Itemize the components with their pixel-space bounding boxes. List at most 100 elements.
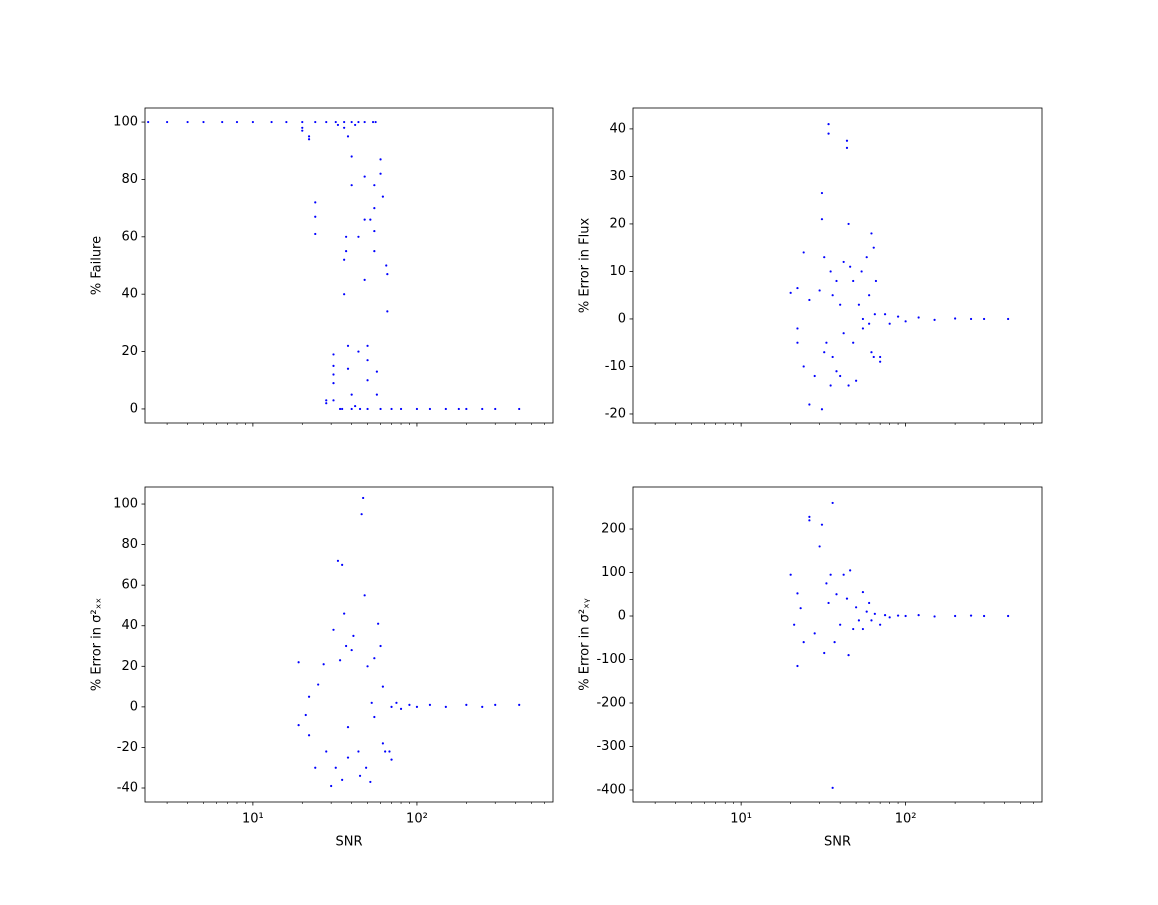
y-tick-label: 0 (130, 699, 138, 714)
point (366, 665, 369, 668)
point (147, 120, 150, 124)
point (314, 215, 317, 218)
point (325, 750, 328, 753)
point (896, 614, 900, 617)
point (317, 683, 320, 686)
point (307, 138, 311, 141)
point (857, 619, 861, 622)
point (829, 270, 832, 273)
point (831, 294, 834, 297)
subplot: 10¹ 10² -400 -300 -200 -100 0 100 200 % Error in … (578, 486, 1043, 850)
point (343, 293, 346, 296)
point (304, 713, 307, 717)
point (870, 619, 873, 622)
x-tick-label: 10¹ (730, 812, 752, 827)
point (346, 756, 350, 759)
point (388, 750, 391, 753)
point (873, 313, 876, 316)
point (363, 278, 366, 281)
y-tick-label: -40 (117, 781, 138, 796)
point (357, 750, 360, 753)
point (314, 766, 317, 769)
point (808, 519, 811, 522)
x-axis-label: SNR (335, 835, 362, 850)
point (343, 120, 346, 124)
point (325, 402, 328, 405)
point (852, 341, 855, 344)
point (346, 344, 350, 347)
point (408, 703, 411, 706)
point (896, 315, 900, 318)
point (379, 644, 382, 648)
y-tick-label: 80 (121, 537, 138, 552)
point (823, 256, 826, 259)
point (373, 207, 376, 210)
point (823, 651, 826, 655)
y-tick-label: -20 (117, 740, 138, 755)
point (827, 601, 830, 605)
point (808, 298, 811, 302)
point (297, 661, 300, 664)
point (330, 784, 333, 788)
point (373, 184, 376, 187)
point (343, 126, 346, 129)
point (842, 260, 845, 264)
point (870, 351, 873, 354)
point (341, 778, 344, 781)
point (235, 120, 239, 124)
point (381, 685, 384, 688)
point (873, 612, 876, 615)
point (847, 222, 850, 226)
point (842, 332, 845, 335)
point (377, 622, 380, 625)
point (202, 120, 205, 124)
point (373, 250, 376, 253)
point (861, 317, 865, 321)
point (796, 341, 799, 344)
point (374, 120, 377, 124)
point (325, 399, 328, 402)
point (395, 701, 398, 704)
point (870, 232, 873, 235)
point (982, 317, 986, 321)
point (494, 407, 497, 411)
point (301, 120, 304, 124)
point (831, 786, 834, 789)
point (350, 155, 353, 158)
point (366, 379, 369, 382)
point (789, 291, 792, 294)
point (444, 705, 447, 708)
y-tick-label: 30 (609, 169, 626, 184)
point (849, 569, 852, 572)
point (845, 146, 849, 150)
point (796, 592, 799, 595)
point (818, 545, 821, 548)
point (370, 701, 373, 704)
point (332, 382, 335, 385)
point (457, 407, 460, 411)
point (369, 780, 372, 784)
point (883, 614, 887, 617)
point (888, 616, 891, 619)
point (813, 632, 816, 635)
x-tick-label: 10² (406, 812, 428, 827)
point (365, 766, 368, 769)
point (363, 218, 366, 221)
point (379, 158, 382, 161)
point (366, 359, 369, 362)
point (835, 279, 838, 283)
point (954, 317, 957, 320)
y-axis-label: % Error in σ²ₓᵧ (578, 598, 593, 691)
point (345, 250, 348, 253)
point (332, 373, 335, 376)
point (354, 404, 357, 408)
point (796, 664, 799, 668)
y-tick-label: 20 (121, 344, 138, 359)
point (835, 370, 838, 373)
point (371, 120, 375, 124)
point (363, 120, 366, 124)
y-axis-label: % Failure (90, 236, 105, 295)
point (301, 126, 304, 129)
point (369, 218, 372, 221)
